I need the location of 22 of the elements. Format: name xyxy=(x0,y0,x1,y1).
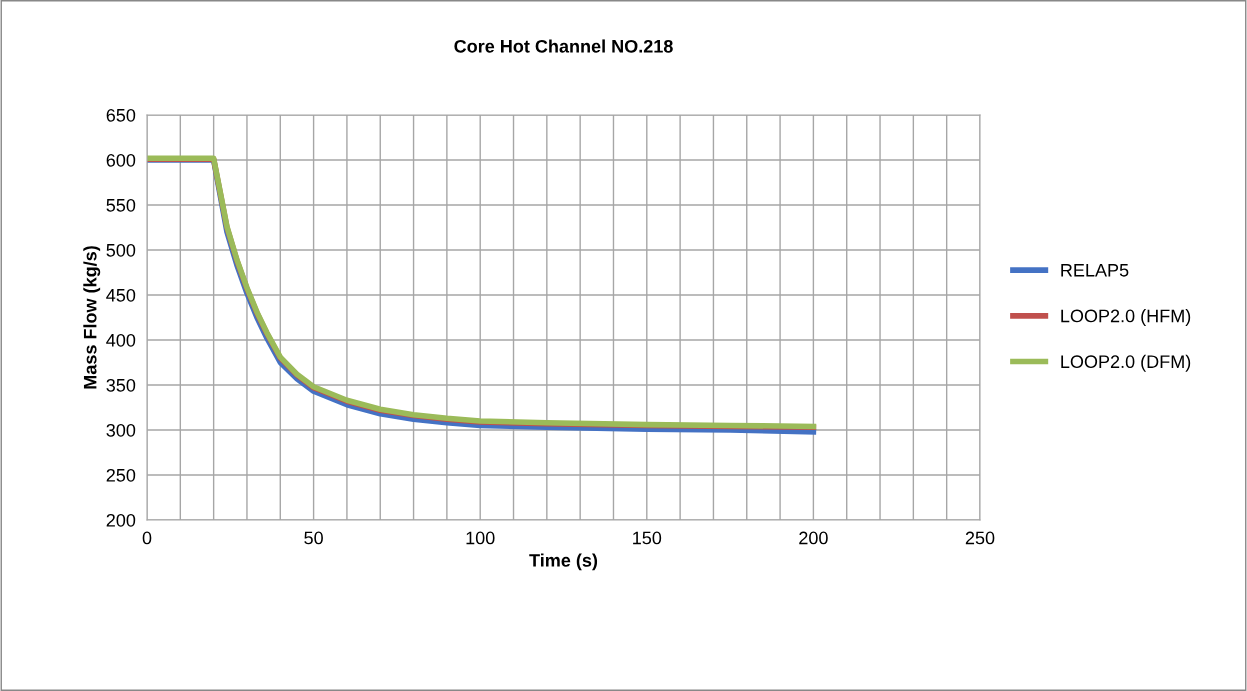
x-tick-label: 0 xyxy=(142,531,152,545)
y-tick-label: 500 xyxy=(106,243,136,257)
y-tick-label: 350 xyxy=(106,378,136,392)
y-tick-label: 400 xyxy=(106,333,136,347)
legend-label: LOOP2.0 (HFM) xyxy=(1061,309,1191,326)
x-tick-label: 100 xyxy=(466,531,495,545)
x-tick-label: 200 xyxy=(799,531,828,545)
legend-label: LOOP2.0 (DFM) xyxy=(1061,354,1191,372)
y-axis-title: Mass Flow (kg/s) xyxy=(83,246,101,389)
x-tick-label: 250 xyxy=(965,531,995,545)
y-tick-label: 450 xyxy=(106,288,136,302)
x-tick-label: 150 xyxy=(633,531,662,545)
chart-title: Core Hot Channel NO.218 xyxy=(454,39,673,53)
y-tick-label: 300 xyxy=(106,423,136,437)
y-tick-label: 550 xyxy=(106,198,136,212)
legend-label: RELAP5 xyxy=(1061,264,1129,277)
x-tick-label: 50 xyxy=(304,531,323,545)
y-tick-label: 600 xyxy=(106,153,136,167)
y-tick-label: 200 xyxy=(106,513,136,527)
y-tick-label: 250 xyxy=(106,468,136,482)
y-tick-label: 650 xyxy=(106,108,136,122)
x-axis-title: Time (s) xyxy=(529,553,598,571)
